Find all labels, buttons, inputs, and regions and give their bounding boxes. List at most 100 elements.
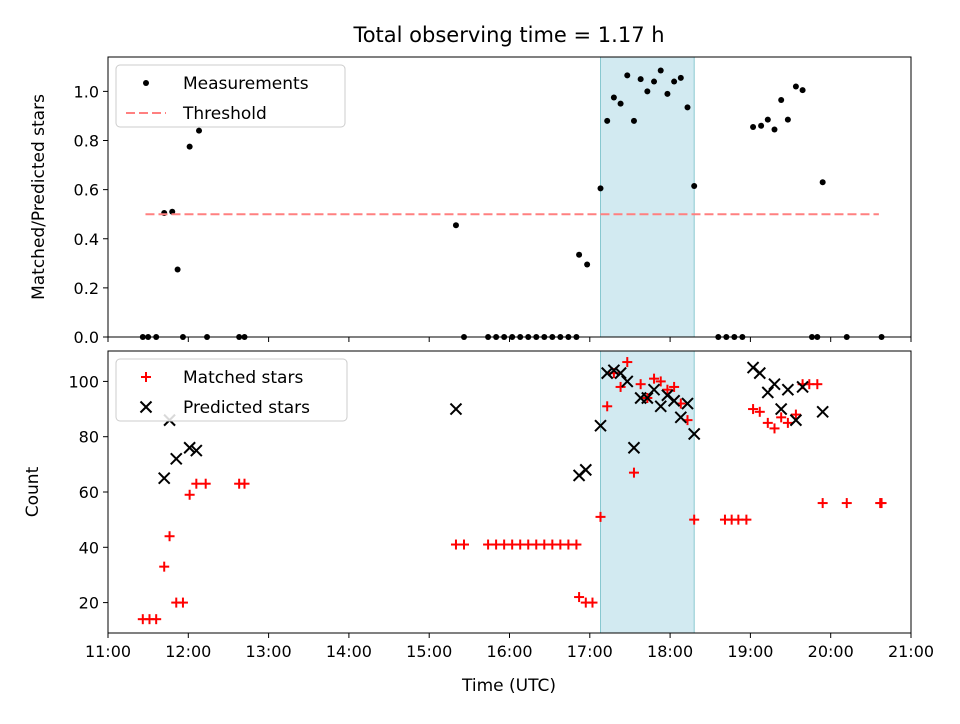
matched-star-point [164, 531, 175, 542]
predicted-star-point [774, 402, 788, 416]
y-tick-label: 0.6 [74, 181, 99, 200]
measurement-point [576, 251, 583, 258]
y-tick-label: 0.0 [74, 328, 99, 347]
measurement-point [764, 116, 771, 123]
measurement-point [624, 72, 631, 79]
x-tick-label: 18:00 [647, 642, 693, 661]
x-tick-label: 13:00 [246, 642, 292, 661]
measurement-point [617, 100, 624, 107]
x-tick-label: 20:00 [808, 642, 854, 661]
matched-star-point [200, 478, 211, 489]
predicted-star-point [654, 400, 667, 413]
measurement-point [684, 104, 691, 111]
predicted-star-point [647, 383, 661, 396]
predicted-star-point [667, 394, 681, 407]
legend-measurement-swatch [143, 80, 149, 86]
measurement-point [196, 127, 203, 134]
plot-frame [107, 56, 912, 338]
measurement-point [597, 185, 604, 192]
legend: Matched stars Predicted stars [115, 358, 348, 422]
legend-label: Matched stars [183, 368, 303, 388]
predicted-star-point [579, 463, 592, 477]
predicted-star-point [607, 364, 621, 377]
x-tick-label: 16:00 [486, 642, 532, 661]
matched-star-point [587, 597, 598, 608]
predicted-star-point [674, 411, 688, 424]
measurement-point [174, 266, 181, 273]
legend-matched-swatch [141, 372, 151, 382]
plot-frame [107, 350, 912, 634]
matched-star-point [741, 514, 752, 525]
predicted-star-point [183, 441, 196, 454]
measurement-point [677, 74, 684, 81]
matched-star-point [159, 561, 170, 572]
matched-star-point [628, 467, 639, 478]
y-tick-label: 0.4 [74, 230, 99, 249]
matched-star-point [812, 379, 823, 390]
chart-title: Total observing time = 1.17 h [352, 23, 664, 47]
matched-star-point [669, 381, 680, 392]
y-tick-label: 0.2 [74, 279, 99, 298]
measurement-point [758, 122, 765, 129]
matched-star-point [748, 404, 759, 415]
measurement-point [637, 76, 644, 83]
predicted-star-point [170, 452, 183, 466]
matched-star-point [662, 384, 673, 395]
matched-star-point [754, 406, 765, 417]
predicted-star-point [627, 441, 641, 454]
matched-star-point [151, 614, 162, 625]
matched-star-point [239, 478, 250, 489]
predicted-star-point [761, 386, 775, 399]
x-tick-label: 14:00 [326, 642, 372, 661]
predicted-star-point [614, 366, 627, 380]
matched-star-point [876, 498, 887, 509]
y-tick-label: 40 [79, 538, 99, 557]
x-tick-label: 11:00 [85, 642, 131, 661]
legend-label: Threshold [182, 104, 267, 124]
y-tick-label: 80 [79, 428, 99, 447]
measurement-point [792, 83, 799, 90]
measurement-point [784, 116, 791, 123]
matched-star-point [655, 376, 666, 387]
matched-star-point [776, 412, 787, 423]
predicted-star-point [681, 397, 694, 410]
y-tick-label: 20 [79, 594, 99, 613]
bottom-y-axis-label: Count [23, 466, 43, 517]
matched-star-point [649, 373, 660, 384]
predicted-star-point [753, 366, 766, 380]
measurement-point [671, 78, 678, 85]
predicted-star-point [449, 402, 463, 416]
bottom-panel: 11:00 12:00 13:00 14:00 15:00 16:00 17:00 18:00… [68, 350, 934, 661]
matched-star-point [184, 489, 195, 500]
matched-star-point [615, 381, 626, 392]
matched-star-point [635, 379, 646, 390]
y-tick-label: 60 [79, 483, 99, 502]
y-tick-label: 100 [68, 372, 99, 391]
legend-label: Predicted stars [183, 398, 310, 418]
measurement-point [186, 143, 193, 150]
measurement-point [584, 261, 591, 268]
measurement-point [778, 96, 785, 103]
predicted-star-point [816, 405, 829, 419]
x-tick-label: 17:00 [567, 642, 613, 661]
y-tick-label: 1.0 [74, 82, 99, 101]
matched-star-point [769, 423, 780, 434]
observing-window-band [600, 56, 695, 338]
matched-star-point [622, 357, 633, 368]
measurement-point [819, 179, 826, 186]
predicted-star-point [190, 444, 203, 457]
matched-star-point [762, 417, 773, 428]
legend: Measurements Threshold [115, 64, 346, 128]
predicted-star-point [781, 383, 795, 396]
measurement-point [644, 88, 651, 95]
predicted-star-point [621, 375, 634, 388]
legend-box [115, 358, 348, 422]
legend-box [115, 64, 346, 128]
measurement-point [452, 222, 459, 229]
measurement-point [771, 126, 778, 133]
x-tick-label: 12:00 [165, 642, 211, 661]
measurement-point [630, 117, 637, 124]
matched-star-point [790, 409, 801, 420]
y-tick-label: 0.8 [74, 132, 99, 151]
top-y-axis-label: Matched/Predicted stars [29, 94, 49, 300]
